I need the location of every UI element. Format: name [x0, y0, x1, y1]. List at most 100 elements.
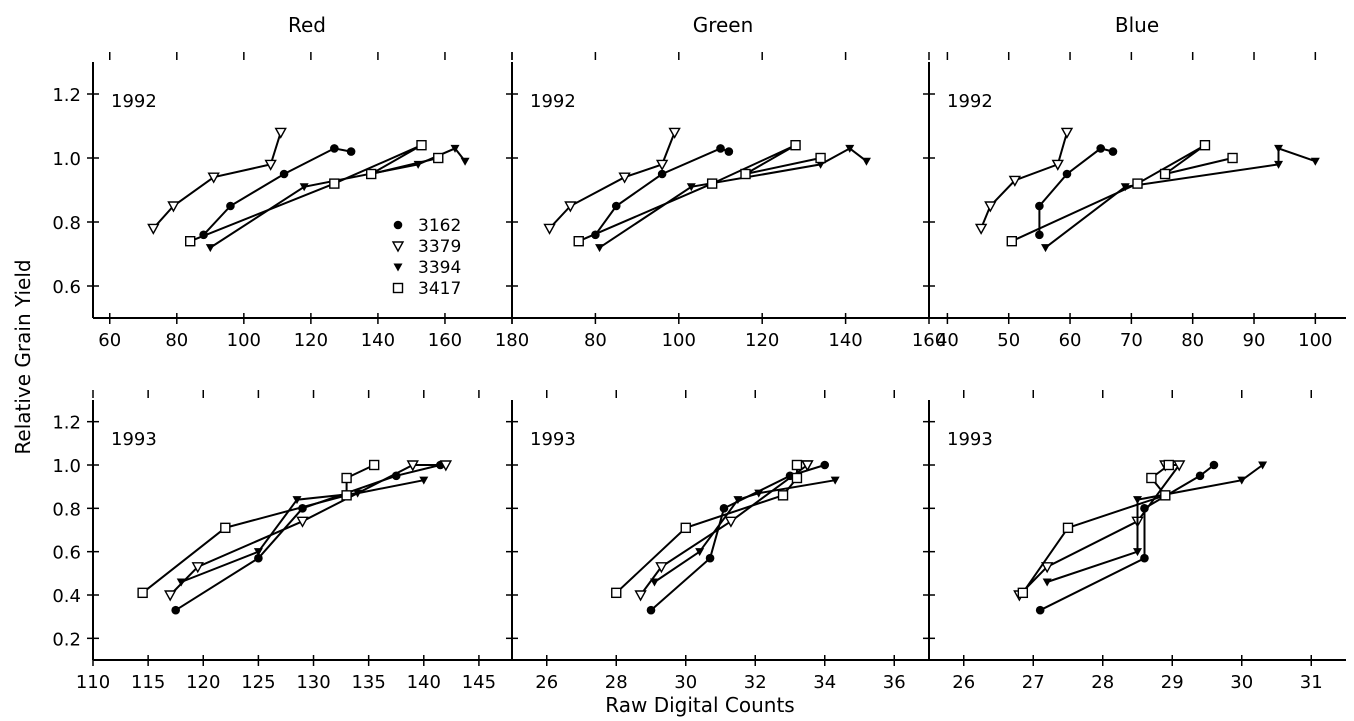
- series-3417: [1017, 459, 1174, 599]
- series-3394: [1041, 144, 1320, 253]
- series-line-3417: [615, 465, 798, 594]
- column-title-red: Red: [288, 13, 326, 37]
- x-tick-label: 120: [294, 330, 328, 351]
- panel-green-1993: 26 28 30 32 34 36 1993: [506, 390, 929, 693]
- panel-year-label: 1992: [530, 91, 576, 112]
- data-point-3394: [419, 476, 429, 485]
- x-tick-label: 100: [1298, 330, 1332, 351]
- panel-blue-1993: 26 27 28 29 30 31 1993: [923, 390, 1346, 693]
- x-tick-label: 29: [1161, 672, 1184, 693]
- series-3162: [1035, 144, 1118, 240]
- x-tick-label: 80: [584, 330, 607, 351]
- data-point-3379: [191, 562, 204, 574]
- x-tick-label: 125: [241, 672, 275, 693]
- data-point-3394: [460, 157, 470, 166]
- series-3379: [543, 127, 681, 235]
- series-line-3379: [639, 464, 808, 596]
- data-point-3417: [1227, 152, 1238, 164]
- series-line-3379: [548, 132, 676, 230]
- data-point-3379: [207, 172, 220, 184]
- x-tick-label: 135: [351, 672, 385, 693]
- x-tick-label: 36: [883, 672, 906, 693]
- legend-marker-3394: [393, 263, 403, 272]
- data-point-3379: [634, 590, 647, 602]
- data-point-3379: [974, 223, 988, 235]
- data-point-3162: [820, 460, 830, 470]
- series-line-3162: [175, 464, 441, 612]
- panel-green-1992: 80 100 120 140 160 1992: [506, 52, 946, 351]
- series-3417: [137, 459, 380, 599]
- data-point-3417: [1006, 235, 1017, 247]
- series-line-3162: [1038, 147, 1114, 235]
- data-point-3162: [705, 553, 715, 563]
- series-3394: [176, 476, 429, 587]
- series-line-3394: [180, 479, 424, 583]
- data-point-3417: [416, 139, 427, 151]
- data-point-3394: [176, 578, 186, 587]
- data-point-3394: [1274, 144, 1284, 153]
- panels: 0.6 0.8 1.0 1.2 60 80 100 120 140 160 180 1992 80 100…: [52, 52, 1346, 693]
- data-point-3394: [1258, 461, 1268, 470]
- data-point-3379: [801, 460, 814, 472]
- data-point-3417: [790, 139, 801, 151]
- data-point-3162: [1062, 169, 1072, 179]
- data-point-3162: [226, 201, 235, 211]
- data-point-3417: [680, 522, 691, 534]
- legend-entry-3162: 3162: [393, 216, 461, 236]
- data-point-3379: [655, 159, 669, 171]
- y-tick-label: 0.4: [52, 586, 81, 607]
- data-point-3379: [564, 201, 577, 213]
- x-tick-label: 120: [745, 330, 779, 351]
- x-tick-label: 80: [165, 330, 188, 351]
- x-tick-label: 90: [1243, 330, 1266, 351]
- series-3379: [974, 127, 1074, 235]
- series-line-3417: [141, 464, 375, 594]
- data-point-3379: [1173, 460, 1186, 472]
- data-point-3162: [716, 144, 725, 153]
- panel-year-label: 1992: [111, 91, 157, 112]
- y-tick-label: 0.2: [52, 629, 81, 650]
- x-tick-label: 30: [1230, 672, 1253, 693]
- data-point-3394: [353, 489, 363, 498]
- data-point-3379: [274, 127, 287, 139]
- x-tick-label: 28: [1091, 672, 1114, 693]
- data-point-3417: [791, 472, 803, 484]
- series-3379: [1013, 460, 1186, 602]
- data-point-3379: [655, 562, 668, 574]
- series-3379: [147, 127, 287, 235]
- data-point-3394: [1310, 157, 1320, 166]
- data-point-3394: [1133, 548, 1142, 557]
- y-tick-label: 1.2: [52, 85, 81, 106]
- series-line-3162: [202, 147, 352, 236]
- data-point-3162: [254, 553, 263, 563]
- data-point-3379: [1060, 127, 1074, 139]
- legend-label-3417: 3417: [418, 279, 461, 299]
- y-tick-label: 1.0: [52, 149, 81, 170]
- data-point-3394: [1274, 160, 1284, 169]
- data-point-3417: [1132, 178, 1143, 189]
- column-title-blue: Blue: [1115, 13, 1159, 37]
- legend-label-3162: 3162: [418, 216, 461, 236]
- data-point-3394: [830, 476, 840, 485]
- x-tick-label: 60: [98, 330, 121, 351]
- y-tick-label: 0.6: [52, 543, 81, 564]
- data-point-3394: [649, 578, 659, 587]
- legend-entry-3394: 3394: [393, 258, 461, 278]
- data-point-3417: [341, 490, 352, 501]
- x-tick-label: 70: [1120, 330, 1143, 351]
- series-3394: [1042, 461, 1268, 587]
- y-tick-label: 0.8: [52, 213, 81, 234]
- data-point-3379: [1040, 562, 1054, 574]
- data-point-3379: [296, 516, 309, 528]
- panel-red-1992: 0.6 0.8 1.0 1.2 60 80 100 120 140 160 180 1992: [52, 52, 529, 351]
- x-tick-label: 26: [952, 672, 975, 693]
- data-point-3417: [573, 235, 584, 247]
- x-axis-label: Raw Digital Counts: [605, 693, 794, 717]
- data-point-3394: [595, 244, 605, 253]
- x-tick-label: 130: [296, 672, 330, 693]
- data-point-3162: [279, 169, 289, 179]
- data-point-3162: [1035, 605, 1045, 615]
- x-tick-label: 27: [1022, 672, 1045, 693]
- x-tick-label: 31: [1300, 672, 1323, 693]
- series-line-3379: [1018, 464, 1182, 596]
